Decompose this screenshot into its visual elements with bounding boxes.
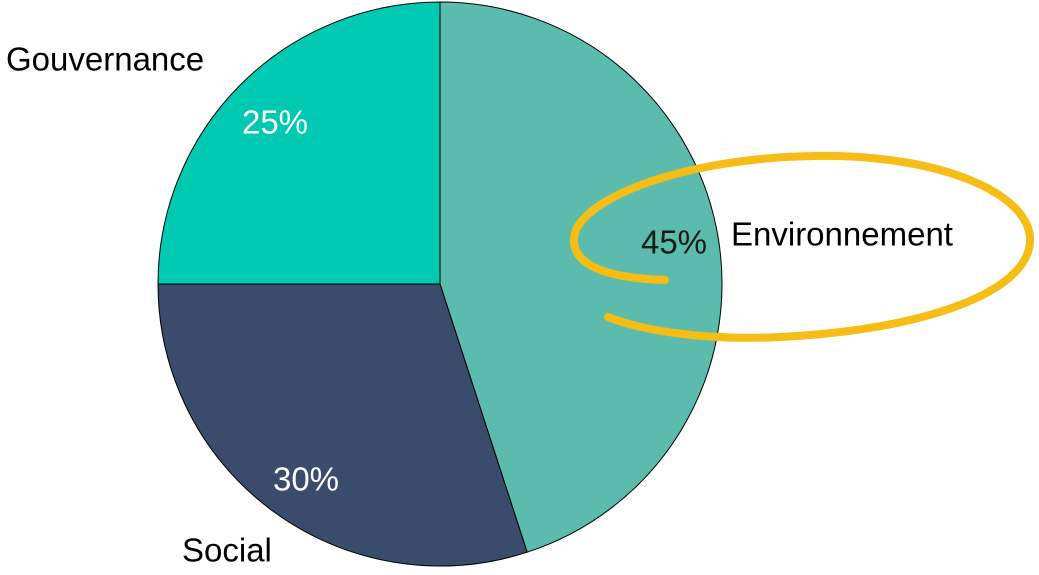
slice-category-label-social: Social [182, 532, 272, 569]
slice-value-label-gouvernance: 25% [242, 104, 308, 141]
highlight-annotation [569, 151, 1035, 342]
pie-labels: 45% Environnement 30%Social 25% Gouvernance [6, 41, 953, 569]
highlight-loop-environnement [569, 151, 1035, 342]
pie-slices [157, 1, 723, 567]
slice-category-label-gouvernance: Gouvernance [6, 41, 204, 78]
pie-slice-environnement [439, 1, 723, 553]
slice-value-label-environnement: 45% [641, 224, 707, 261]
slice-value-label-social: 30% [273, 461, 339, 498]
pie-slice-social [157, 283, 528, 567]
pie-slice-gouvernance [157, 1, 441, 285]
slice-category-label-environnement: Environnement [731, 216, 953, 253]
